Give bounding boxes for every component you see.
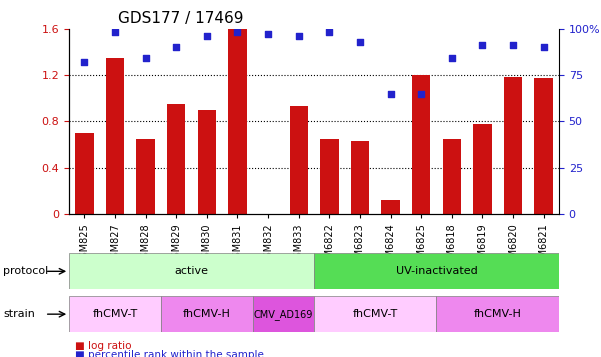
FancyBboxPatch shape bbox=[161, 296, 253, 332]
Text: active: active bbox=[174, 266, 209, 276]
Point bbox=[79, 59, 89, 65]
Point bbox=[171, 44, 181, 50]
Point bbox=[508, 42, 518, 48]
Point bbox=[447, 55, 457, 61]
Point bbox=[202, 33, 212, 39]
FancyBboxPatch shape bbox=[69, 253, 314, 289]
Point bbox=[416, 91, 426, 96]
Text: CMV_AD169: CMV_AD169 bbox=[254, 309, 313, 320]
Point bbox=[539, 44, 549, 50]
Bar bbox=[534, 79, 553, 214]
Point bbox=[110, 29, 120, 35]
Bar bbox=[351, 141, 369, 214]
Point bbox=[263, 31, 273, 37]
Text: strain: strain bbox=[3, 309, 35, 319]
Bar bbox=[198, 110, 216, 214]
Point bbox=[325, 29, 334, 35]
Bar bbox=[228, 29, 246, 214]
FancyBboxPatch shape bbox=[314, 296, 436, 332]
FancyBboxPatch shape bbox=[314, 253, 559, 289]
Bar bbox=[473, 124, 492, 214]
Bar bbox=[504, 77, 522, 214]
FancyBboxPatch shape bbox=[436, 296, 559, 332]
Text: fhCMV-H: fhCMV-H bbox=[474, 309, 522, 319]
Point bbox=[478, 42, 487, 48]
FancyBboxPatch shape bbox=[69, 296, 161, 332]
Point bbox=[386, 91, 395, 96]
Point bbox=[141, 55, 150, 61]
Bar bbox=[75, 133, 94, 214]
Text: protocol: protocol bbox=[3, 266, 48, 276]
Bar bbox=[136, 139, 155, 214]
Point bbox=[294, 33, 304, 39]
Bar bbox=[412, 75, 430, 214]
Bar bbox=[442, 139, 461, 214]
Text: fhCMV-T: fhCMV-T bbox=[93, 309, 138, 319]
FancyBboxPatch shape bbox=[253, 296, 314, 332]
Bar bbox=[167, 104, 186, 214]
Text: fhCMV-H: fhCMV-H bbox=[183, 309, 231, 319]
Bar bbox=[320, 139, 338, 214]
Text: GDS177 / 17469: GDS177 / 17469 bbox=[118, 11, 243, 26]
Point bbox=[355, 39, 365, 44]
Text: ■ log ratio: ■ log ratio bbox=[75, 341, 132, 351]
Bar bbox=[106, 57, 124, 214]
Text: UV-inactivated: UV-inactivated bbox=[395, 266, 477, 276]
Text: ■ percentile rank within the sample: ■ percentile rank within the sample bbox=[75, 350, 264, 357]
Bar bbox=[382, 200, 400, 214]
Point bbox=[233, 29, 242, 35]
Bar bbox=[290, 106, 308, 214]
Text: fhCMV-T: fhCMV-T bbox=[353, 309, 398, 319]
